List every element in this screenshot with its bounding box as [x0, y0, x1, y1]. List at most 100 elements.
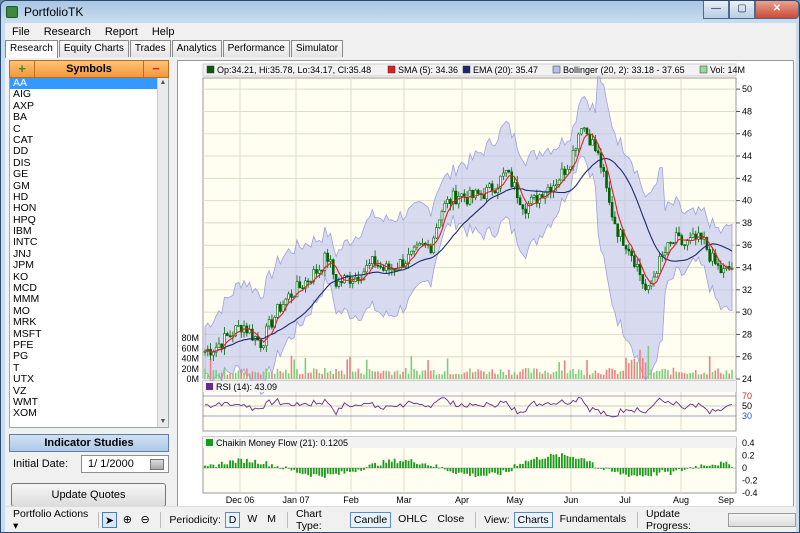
- symbol-item[interactable]: HD: [13, 190, 29, 203]
- maximize-button[interactable]: ▢: [729, 1, 755, 19]
- indicator-studies-button[interactable]: Indicator Studies: [9, 434, 169, 452]
- calendar-icon[interactable]: [150, 459, 164, 470]
- symbol-item[interactable]: VZ: [13, 384, 27, 397]
- volume-bar: [483, 371, 485, 379]
- scroll-down-icon[interactable]: ▼: [159, 418, 167, 425]
- candle-body: [658, 256, 661, 274]
- view-charts[interactable]: Charts: [513, 511, 553, 528]
- symbol-item[interactable]: CAT: [13, 133, 34, 146]
- symbol-item[interactable]: AIG: [13, 88, 32, 101]
- menu-research[interactable]: Research: [43, 25, 91, 38]
- cmf-bar: [672, 468, 675, 472]
- symbol-item[interactable]: PG: [13, 350, 29, 363]
- chart-type-close[interactable]: Close: [437, 512, 465, 525]
- symbol-item[interactable]: MRK: [13, 316, 37, 329]
- chart-panel[interactable]: Dec 06 Jan 07 Feb Mar Apr May Jun Jul Aug Sep 50 48…: [177, 60, 794, 508]
- volume-bar: [276, 368, 279, 379]
- symbol-item[interactable]: JPM: [13, 259, 34, 272]
- cmf-bar: [630, 468, 633, 476]
- periodicity-monthly[interactable]: M: [267, 512, 277, 525]
- legend-swatch-bollinger: [552, 65, 561, 74]
- price-chart[interactable]: Dec 06 Jan 07 Feb Mar Apr May Jun Jul Aug Sep 50 48…: [178, 61, 793, 507]
- volume-bar: [229, 373, 231, 379]
- view-fundamentals[interactable]: Fundamentals: [559, 512, 627, 525]
- pointer-icon[interactable]: ➤: [102, 511, 117, 528]
- candle-body: [234, 325, 237, 337]
- symbol-item[interactable]: AA: [10, 78, 158, 90]
- candle-body: [605, 171, 608, 189]
- chart-type-candle[interactable]: Candle: [349, 511, 392, 528]
- symbol-item[interactable]: UTX: [13, 373, 34, 386]
- chart-type-ohlc[interactable]: OHLC: [398, 512, 428, 525]
- tab-research[interactable]: Research: [5, 40, 58, 58]
- update-quotes-button[interactable]: Update Quotes: [11, 483, 166, 507]
- volume-bar: [240, 368, 243, 379]
- periodicity-daily[interactable]: D: [224, 511, 241, 528]
- volume-bar: [410, 356, 413, 379]
- periodicity-weekly[interactable]: W: [247, 512, 258, 525]
- symbol-item[interactable]: DD: [13, 145, 29, 158]
- tab-performance[interactable]: Performance: [222, 40, 290, 57]
- symbol-item[interactable]: IBM: [13, 225, 32, 238]
- symbol-item[interactable]: MO: [13, 304, 30, 317]
- menu-report[interactable]: Report: [104, 25, 138, 38]
- cmf-bar: [703, 465, 706, 468]
- symbol-item[interactable]: PFE: [13, 338, 34, 351]
- volume-bar: [393, 371, 396, 379]
- symbol-item[interactable]: AXP: [13, 99, 35, 112]
- symbol-item[interactable]: MSFT: [13, 327, 42, 340]
- tab-analytics[interactable]: Analytics: [171, 40, 222, 57]
- symbol-item[interactable]: XOM: [13, 407, 37, 420]
- symbol-item[interactable]: GE: [13, 168, 29, 181]
- volume-bar: [510, 374, 513, 379]
- cmf-bar: [544, 458, 547, 468]
- volume-bar: [346, 359, 349, 379]
- zoom-in-icon[interactable]: ⊕: [122, 513, 132, 526]
- symbol-item[interactable]: WMT: [13, 395, 39, 408]
- zoom-out-icon[interactable]: ⊖: [140, 513, 150, 526]
- symbol-item[interactable]: MCD: [13, 282, 37, 295]
- symbol-item[interactable]: KO: [13, 270, 29, 283]
- portfolio-actions-dropdown[interactable]: Portfolio Actions ▾: [13, 507, 89, 532]
- symbol-item[interactable]: JNJ: [13, 247, 32, 260]
- symbols-list[interactable]: AA AIG AXP BA C CAT DD DIS GE GM HD HON HPQ IBM INTC JN…: [9, 78, 169, 428]
- volume-bar: [220, 372, 223, 379]
- symbols-scrollbar[interactable]: ▲ ▼: [157, 78, 168, 427]
- volume-bar: [413, 368, 415, 379]
- volume-bar: [234, 372, 237, 379]
- volume-bar: [335, 368, 337, 379]
- initial-date-picker[interactable]: 1/ 1/2000: [81, 455, 169, 473]
- volume-bar: [591, 373, 594, 379]
- title-bar[interactable]: PortfolioTK — ▢ ✕: [1, 1, 799, 23]
- symbol-item[interactable]: GM: [13, 179, 30, 192]
- symbol-item[interactable]: BA: [13, 111, 28, 124]
- tab-trades[interactable]: Trades: [129, 40, 171, 57]
- cmf-bar: [488, 468, 491, 474]
- menu-file[interactable]: File: [12, 25, 30, 38]
- scroll-up-icon[interactable]: ▲: [159, 79, 167, 86]
- symbol-item[interactable]: C: [13, 122, 21, 135]
- symbols-title: Symbols: [34, 61, 144, 77]
- candle-body: [577, 133, 580, 150]
- close-button[interactable]: ✕: [755, 1, 799, 19]
- candle-body: [331, 259, 335, 275]
- volume-bar: [616, 373, 619, 379]
- symbol-item[interactable]: HON: [13, 202, 37, 215]
- volume-bar: [206, 374, 209, 379]
- remove-symbol-button[interactable]: −: [152, 61, 160, 76]
- symbol-item[interactable]: INTC: [13, 236, 38, 249]
- minimize-button[interactable]: —: [703, 1, 729, 19]
- volume-bar: [460, 374, 463, 379]
- cmf-bar: [374, 462, 376, 468]
- symbol-item[interactable]: T: [13, 361, 20, 374]
- symbol-item[interactable]: MMM: [13, 293, 40, 306]
- menu-help[interactable]: Help: [151, 25, 175, 38]
- tab-equity-charts[interactable]: Equity Charts: [58, 40, 129, 57]
- add-symbol-button[interactable]: +: [18, 61, 26, 76]
- candle-body: [641, 274, 645, 285]
- symbol-item[interactable]: DIS: [13, 156, 31, 169]
- tab-simulator[interactable]: Simulator: [290, 40, 344, 57]
- cmf-bar: [315, 468, 318, 475]
- symbol-item[interactable]: HPQ: [13, 213, 36, 226]
- cmf-bar: [708, 465, 711, 468]
